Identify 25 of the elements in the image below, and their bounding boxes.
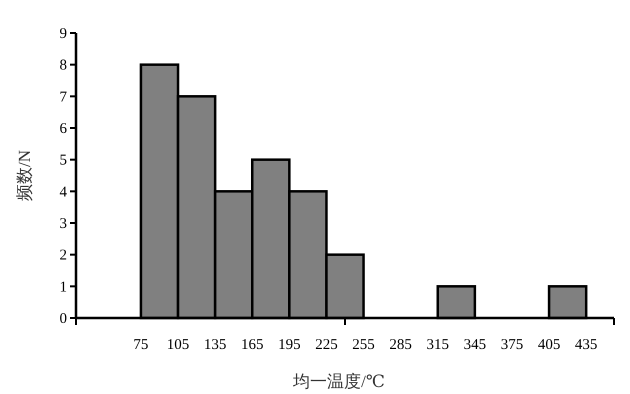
x-tick-label: 165 [240, 337, 264, 353]
y-axis-title: 频数/N [15, 150, 34, 201]
y-tick-label: 9 [60, 26, 67, 42]
y-tick-label: 1 [60, 279, 67, 296]
y-tick-label: 5 [60, 152, 67, 169]
y-tick-label: 0 [60, 311, 67, 327]
y-tick-label: 4 [60, 184, 68, 200]
x-tick-label: 105 [166, 337, 190, 353]
x-tick-label: 375 [500, 337, 524, 353]
x-tick-label: 435 [574, 337, 598, 353]
y-tick-label: 3 [60, 216, 67, 232]
x-axis-title: 均一温度/℃ [292, 372, 385, 391]
x-tick-label: 315 [426, 337, 450, 353]
y-tick-label: 8 [60, 58, 67, 74]
x-tick-label: 285 [389, 337, 412, 353]
x-tick-label: 75 [133, 337, 148, 353]
x-tick-label: 255 [352, 337, 375, 353]
y-tick-label: 7 [60, 89, 68, 106]
y-tick-label: 6 [60, 121, 68, 137]
x-tick-label: 225 [315, 337, 338, 353]
y-tick-label: 2 [60, 248, 67, 264]
x-tick-label: 405 [538, 337, 560, 353]
x-tick-label: 135 [204, 337, 226, 353]
x-tick-label: 195 [278, 337, 301, 353]
x-tick-label: 345 [464, 337, 486, 353]
